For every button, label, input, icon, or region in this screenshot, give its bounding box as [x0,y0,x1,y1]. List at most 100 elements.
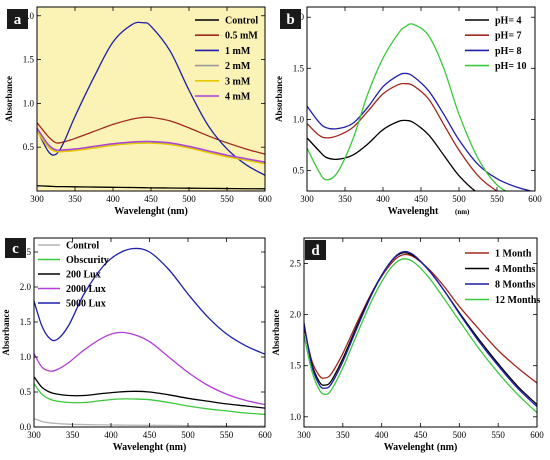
legend-label-1: pH= 7 [495,31,522,42]
y-tick-label-0: 0.0 [20,422,32,432]
x-tick-label-4: 500 [182,194,196,204]
legend-label-1: 0.5 mM [225,31,258,42]
y-axis-title: Absorbance [274,76,284,122]
legend-label-1: Obscurity [66,255,109,266]
legend: Control 0.5 mM 1 mM 2 mM 3 mM 4 mM [195,16,258,103]
x-tick-label-0: 300 [27,430,41,440]
x-tick-label-6: 600 [258,194,272,204]
legend-label-3: 12 Months [495,295,540,306]
legend-label-2: 200 Lux [66,270,101,281]
y-axis-title: Absorbance [4,76,14,122]
series-line-3 [304,258,537,414]
x-axis-title: Wavelenght (nm) [384,442,458,453]
legend-label-2: 1 mM [225,46,251,57]
x-axis-title: Wavelenght [388,206,439,217]
series-line-5 [37,127,265,163]
series-line-3 [34,331,265,406]
legend: 1 Month 4 Months 8 Months 12 Months [465,249,540,306]
series-group [37,21,265,190]
legend-label-1: 4 Months [495,264,535,275]
legend-label-4: 5000 Lux [66,299,106,310]
x-tick-label-6: 600 [258,430,272,440]
series-line-4 [34,247,265,355]
series-line-1 [37,116,265,155]
legend-label-3: 2000 Lux [66,284,106,295]
x-tick-label-1: 350 [66,430,80,440]
plot-area [307,7,535,191]
series-line-1 [307,82,499,191]
x-axis-title: Wavelenght (nm) [114,206,188,217]
legend-label-3: pH= 10 [495,61,527,72]
legend-label-0: Control [66,241,99,252]
legend-label-0: Control [225,16,258,27]
plot-frame [306,6,536,192]
series-line-2 [34,376,265,409]
series-group [304,250,537,414]
series-line-3 [307,23,508,191]
panel-letter-badge [5,238,26,258]
x-tick-label-1: 350 [338,194,352,204]
plot-frame [33,237,266,428]
series-line-2 [307,72,534,191]
x-tick-label-4: 500 [453,430,467,440]
series-line-4 [37,131,265,165]
x-tick-label-2: 400 [104,430,118,440]
y-axis-title: Absorbance [1,309,11,355]
x-tick-label-3: 450 [414,430,428,440]
series-group [34,247,265,427]
x-tick-label-0: 300 [300,194,314,204]
legend: pH= 4 pH= 7 pH= 8 pH= 10 [465,16,527,72]
series-line-0 [34,417,265,427]
plot-area [34,238,265,427]
panel-letter-badge [7,9,28,29]
panel-letter-badge [280,9,301,29]
panel-c: 3003504004505005506000.00.51.01.52.02.5W… [1,237,272,453]
y-tick-label-1: 1.0 [293,114,305,124]
series-line-0 [37,185,265,190]
x-tick-label-2: 400 [106,194,120,204]
x-tick-label-2: 400 [376,194,390,204]
x-tick-label-0: 300 [297,430,311,440]
series-group [307,23,534,191]
x-tick-label-1: 350 [68,194,82,204]
plot-frame [303,237,538,428]
plot-area [304,238,537,427]
legend-label-3: 2 mM [225,61,251,72]
legend-label-0: pH= 4 [495,16,522,27]
legend-label-5: 4 mM [225,92,251,103]
y-tick-label-4: 2.0 [20,282,32,292]
series-line-0 [304,253,537,384]
y-tick-label-3: 2.5 [290,259,302,269]
legend-label-2: pH= 8 [495,46,522,57]
x-tick-label-3: 450 [144,194,158,204]
y-tick-label-3: 2.0 [23,11,35,21]
x-tick-label-2: 400 [375,430,389,440]
plot-frame [36,6,266,192]
panel-a: 300 350 400 450 500 550 600 0.5 1.0 1.5 2.0 Wavelen… [4,6,272,217]
y-tick-label-0: 0.5 [23,142,35,152]
y-tick-label-1: 1.0 [23,98,35,108]
x-tick-label-6: 600 [530,430,544,440]
x-tick-label-6: 600 [528,194,542,204]
panel-d: 300 350 400 450 500 550 600 1.0 1.5 2.0 2.5 Wavelen… [271,237,544,453]
series-line-1 [34,383,265,416]
x-axis-title: Wavelenght (nm) [113,442,187,453]
legend-label-4: 3 mM [225,76,251,87]
panel-letter: c [12,241,19,257]
x-tick-label-1: 350 [336,430,350,440]
panel-letter-badge [305,240,326,260]
x-tick-label-3: 450 [143,430,157,440]
x-tick-label-0: 300 [30,194,44,204]
panel-letter: a [14,12,22,28]
y-tick-label-2: 1.5 [23,55,35,65]
panel-letter: b [286,12,294,28]
legend-label-2: 8 Months [495,280,535,291]
panel-b: 3003504004505005506000.51.01.52.0Wavelen… [274,6,542,217]
legend: Control Obscurity 200 Lux 2000 Lux 5000 Lux [38,241,109,310]
series-line-2 [304,250,537,408]
panel-letter: d [311,243,320,259]
x-tick-label-5: 550 [220,430,234,440]
x-tick-label-5: 550 [491,430,505,440]
y-tick-label-1: 1.5 [290,361,302,371]
plot-area [37,7,265,191]
